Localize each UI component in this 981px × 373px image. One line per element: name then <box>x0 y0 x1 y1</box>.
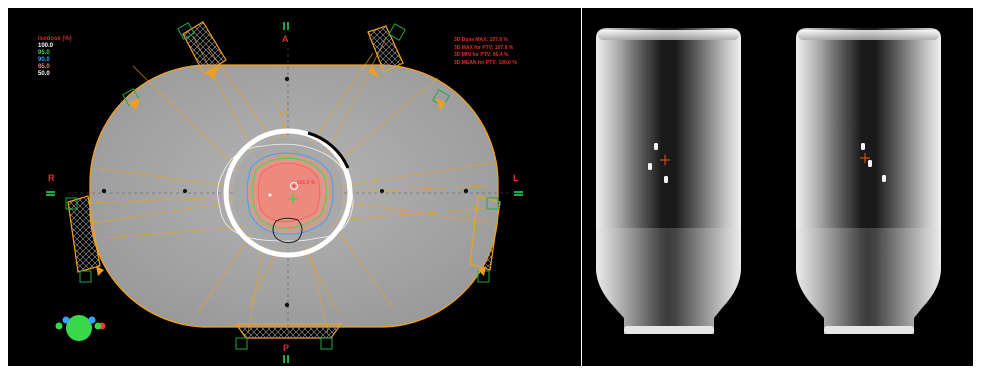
reference-dots <box>101 76 469 308</box>
direction-right: R <box>48 173 55 183</box>
direction-anterior: A <box>282 34 289 44</box>
plan-canvas <box>55 21 513 350</box>
isodose-low-contour <box>217 143 354 242</box>
legend-level-90: 90.0 <box>38 57 50 63</box>
stat-ptv-mean: 3D MEAN for PTV: 100.0 % <box>454 59 517 66</box>
legend-level-95: 95.0 <box>38 50 50 56</box>
left-marker <box>514 191 523 196</box>
beam-wedges <box>96 66 486 276</box>
right-marker <box>46 191 55 196</box>
drr-left <box>596 28 741 334</box>
isocenter-cross <box>288 194 298 204</box>
ptv-contour <box>257 162 321 223</box>
posterior-marker <box>283 355 289 363</box>
direction-posterior: P <box>283 343 290 353</box>
drr-right <box>796 28 941 334</box>
hotspot-marker <box>290 182 298 190</box>
beam-heads <box>67 21 501 339</box>
treatment-plan-view: Isodose (%) 100.0 95.0 90.0 85.0 50.0 3D… <box>8 8 581 366</box>
stat-ptv-max: 3D MAX for PTV: 107.9 % <box>454 44 514 51</box>
stat-ptv-min: 3D MIN for PTV: 90.4 % <box>454 52 509 59</box>
dose-statistics: 3D Dose MAX: 107.9 % 3D MAX for PTV: 107… <box>454 37 517 67</box>
direction-left: L <box>513 173 519 183</box>
hotspot-label: 101.9 % <box>297 180 316 186</box>
drr-view <box>582 8 973 366</box>
anterior-marker <box>283 22 289 30</box>
isodose-50-ring <box>223 128 353 258</box>
legend-title: Isodose (%) <box>38 36 72 42</box>
orientation-icon <box>55 315 106 341</box>
legend-level-50: 50.0 <box>38 71 50 77</box>
shadow-arc <box>307 131 350 169</box>
isodose-legend: Isodose (%) 100.0 95.0 90.0 85.0 50.0 <box>38 36 72 78</box>
legend-level-85: 85.0 <box>38 64 50 70</box>
drr-canvas <box>596 28 941 334</box>
stat-dose-max: 3D Dose MAX: 107.9 % <box>454 37 508 43</box>
legend-level-100: 100.0 <box>38 43 54 49</box>
organ-contour <box>272 217 303 244</box>
